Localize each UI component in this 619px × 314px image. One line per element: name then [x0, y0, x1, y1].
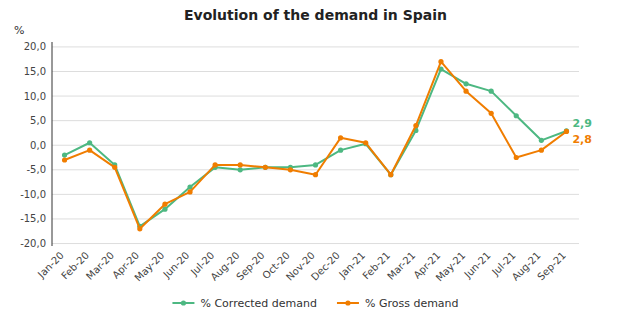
data-point: [463, 81, 468, 86]
x-tick-label: Sep-21: [535, 250, 568, 283]
data-point: [539, 148, 544, 153]
data-point: [313, 172, 318, 177]
data-point: [263, 165, 268, 170]
legend-label: % Corrected demand: [200, 297, 317, 310]
data-point: [62, 157, 67, 162]
y-axis-label: %: [14, 24, 24, 37]
legend-item: % Gross demand: [337, 297, 459, 310]
grid-line: [52, 243, 579, 244]
y-tick-label: 10,0: [24, 91, 46, 102]
grid-line: [52, 194, 579, 195]
x-tick-label: Jun-21: [461, 250, 492, 281]
title: Evolution of the demand in Spain: [184, 7, 447, 23]
data-point: [263, 165, 268, 170]
series-line: [65, 69, 567, 226]
x-tick-label: Sep-20: [234, 250, 267, 283]
data-point: [187, 189, 192, 194]
data-point: [388, 172, 393, 177]
grid-line: [52, 169, 579, 170]
data-point: [338, 148, 343, 153]
data-point: [87, 140, 92, 145]
y-tick-label: -5,0: [26, 164, 46, 175]
annotation: 2,8: [572, 133, 592, 146]
data-point: [238, 162, 243, 167]
data-point: [413, 123, 418, 128]
grid-line: [52, 145, 579, 146]
x-tick-label: Mar-21: [385, 250, 417, 282]
chart: Evolution of the demand in Spain% -20,0 -1…: [0, 0, 619, 314]
data-point: [564, 128, 569, 133]
y-tick-label: -15,0: [20, 213, 46, 224]
data-point: [213, 162, 218, 167]
data-point: [514, 113, 519, 118]
grid-line: [52, 71, 579, 72]
data-point: [363, 140, 368, 145]
legend: % Corrected demand % Gross demand: [172, 297, 458, 310]
y-tick-label: 5,0: [30, 115, 46, 126]
grid-line: [52, 120, 579, 121]
legend-label: % Gross demand: [365, 297, 459, 310]
x-tick-label: Mar-20: [84, 250, 116, 282]
x-tick-label: May-21: [434, 250, 468, 284]
data-point: [313, 162, 318, 167]
y-tick-label: -20,0: [20, 238, 46, 249]
grid: [52, 47, 579, 244]
y-tick-label: 15,0: [24, 66, 46, 77]
x-tick-label: Dec-20: [309, 250, 342, 283]
legend-marker: [181, 300, 186, 305]
data-point: [514, 155, 519, 160]
data-point: [137, 226, 142, 231]
y-axis-line: [52, 42, 53, 246]
data-point: [238, 167, 243, 172]
y-tick-label: 20,0: [24, 41, 46, 52]
series-line: [65, 62, 567, 229]
data-point: [438, 59, 443, 64]
data-point: [564, 129, 569, 134]
grid-line: [52, 218, 579, 219]
x-tick-label: Jun-20: [160, 250, 191, 281]
legend-item: % Corrected demand: [172, 297, 317, 310]
data-point: [388, 172, 393, 177]
annotation: 2,9: [572, 117, 592, 130]
data-point: [162, 202, 167, 207]
y-tick-label: -10,0: [20, 189, 46, 200]
x-tick-label: May-20: [133, 250, 167, 284]
data-point: [539, 138, 544, 143]
grid-line: [52, 46, 579, 47]
plot-area: [62, 59, 569, 231]
data-point: [489, 111, 494, 116]
y-tick-label: 0,0: [30, 140, 46, 151]
data-point: [62, 152, 67, 157]
data-point: [338, 135, 343, 140]
data-point: [489, 89, 494, 94]
grid-line: [52, 96, 579, 97]
data-point: [87, 148, 92, 153]
data-point: [463, 89, 468, 94]
data-point: [288, 167, 293, 172]
legend-marker: [345, 300, 350, 305]
data-point: [112, 165, 117, 170]
